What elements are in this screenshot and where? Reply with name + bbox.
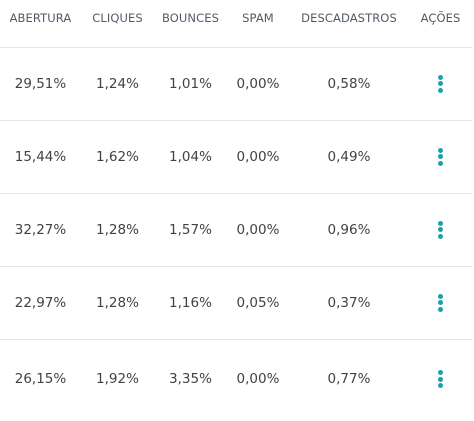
table-row: 26,15% 1,92% 3,35% 0,00% 0,77%: [0, 339, 472, 419]
cell-bounces: 1,04%: [154, 120, 227, 194]
cell-cliques: 1,62%: [81, 120, 154, 194]
cell-spam: 0,00%: [236, 371, 280, 388]
cell-abertura: 29,51%: [0, 47, 81, 121]
kebab-dot: [438, 376, 443, 382]
cell-acoes: [409, 120, 472, 194]
cell-acoes: [409, 47, 472, 121]
kebab-dot: [438, 370, 443, 376]
header-descadastros: DESCADASTROS: [289, 0, 409, 48]
more-vertical-icon[interactable]: [435, 147, 447, 166]
more-vertical-icon[interactable]: [435, 293, 447, 312]
kebab-dot: [438, 87, 443, 93]
kebab-dot: [438, 300, 443, 305]
more-vertical-icon[interactable]: [435, 220, 447, 239]
table-row: 29,51% 1,24% 1,01% 0,00% 0,58%: [0, 47, 472, 121]
more-vertical-icon[interactable]: [435, 74, 447, 93]
table-row: 15,44% 1,62% 1,04% 0,00% 0,49%: [0, 120, 472, 194]
cell-descadastros: 0,37%: [289, 266, 409, 340]
kebab-dot: [438, 147, 443, 153]
cell-acoes: [409, 193, 472, 267]
kebab-dot: [438, 154, 443, 159]
cell-cliques: 1,28%: [81, 193, 154, 267]
header-row: ABERTURA CLIQUES BOUNCES SPAM DESCADASTR…: [0, 0, 472, 48]
cell-spam: 0,05%: [227, 266, 289, 340]
cell-acoes: [409, 266, 472, 340]
cell-acoes: [409, 339, 472, 419]
kebab-dot: [438, 81, 443, 86]
cell-spam: 0,00%: [227, 120, 289, 194]
cell-cliques: 1,28%: [81, 266, 154, 340]
cell-bounces: 1,01%: [154, 47, 227, 121]
kebab-dot: [438, 383, 443, 389]
kebab-dot: [438, 74, 443, 80]
cell-descadastros: 0,49%: [289, 120, 409, 194]
cell-descadastros: 0,96%: [289, 193, 409, 267]
header-spam: SPAM: [227, 0, 289, 48]
kebab-dot: [438, 233, 443, 239]
kebab-dot: [438, 293, 443, 299]
cell-cliques: 1,24%: [81, 47, 154, 121]
kebab-dot: [438, 306, 443, 312]
cell-bounces: 1,57%: [154, 193, 227, 267]
table-row: 32,27% 1,28% 1,57% 0,00% 0,96%: [0, 193, 472, 267]
cell-descadastros: 0,58%: [289, 47, 409, 121]
table-header: ABERTURA CLIQUES BOUNCES SPAM DESCADASTR…: [0, 0, 472, 48]
cell-abertura: 22,97%: [0, 266, 81, 340]
kebab-dot: [438, 220, 443, 226]
cell-spam: 0,00%: [227, 193, 289, 267]
cell-spam: 0,00%: [227, 47, 289, 121]
cell-descadastros: 0,77%: [327, 371, 371, 388]
cell-bounces: 1,16%: [154, 266, 227, 340]
cell-abertura: 15,44%: [0, 120, 81, 194]
kebab-dot: [438, 227, 443, 232]
cell-abertura: 32,27%: [0, 193, 81, 267]
kebab-dot: [438, 160, 443, 166]
cell-bounces: 3,35%: [169, 371, 212, 388]
cell-abertura: 26,15%: [14, 371, 67, 388]
header-bounces: BOUNCES: [154, 0, 227, 48]
header-abertura: ABERTURA: [0, 0, 81, 48]
more-vertical-icon[interactable]: [435, 370, 447, 389]
table-row: 22,97% 1,28% 1,16% 0,05% 0,37%: [0, 266, 472, 340]
header-cliques: CLIQUES: [81, 0, 154, 48]
header-acoes: AÇÕES: [409, 0, 472, 48]
cell-cliques: 1,92%: [96, 371, 139, 388]
table-body: 29,51% 1,24% 1,01% 0,00% 0,58% 15,44% 1,…: [0, 47, 472, 419]
